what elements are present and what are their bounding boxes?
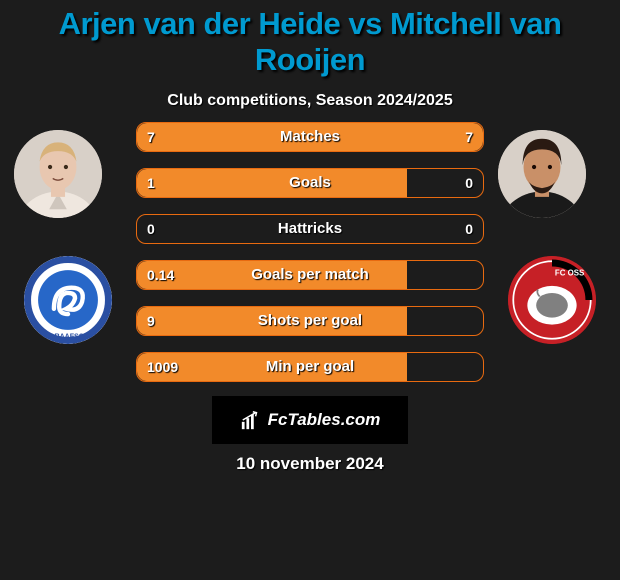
- player-right-avatar-svg: [498, 130, 586, 218]
- club-right-logo: FC OSS: [508, 256, 596, 344]
- stat-label: Goals per match: [137, 261, 483, 289]
- player-right-avatar: [498, 130, 586, 218]
- stat-row: Goals1 0: [136, 168, 484, 198]
- stats-panel: Matches77Goals10Hattricks00Goals per mat…: [136, 122, 484, 398]
- stat-value-left: 0.14: [147, 261, 174, 289]
- svg-text:DE GRAAFSCHAP: DE GRAAFSCHAP: [37, 334, 99, 341]
- player-left-avatar-svg: [14, 130, 102, 218]
- subtitle: Club competitions, Season 2024/2025: [0, 92, 620, 110]
- stat-value-right: 0: [465, 169, 473, 197]
- stat-row: Hattricks0 0: [136, 214, 484, 244]
- stat-row: Matches7 7: [136, 122, 484, 152]
- stat-value-left: 1: [147, 169, 155, 197]
- stat-value-left: 1009: [147, 353, 178, 381]
- branding-icon: [240, 409, 262, 431]
- date-label: 10 november 2024: [0, 454, 620, 474]
- stat-value-left: 9: [147, 307, 155, 335]
- stat-label: Matches: [137, 123, 483, 151]
- svg-text:FC OSS: FC OSS: [555, 268, 584, 277]
- page-title: Arjen van der Heide vs Mitchell van Rooi…: [0, 0, 620, 78]
- stat-value-left: 7: [147, 123, 155, 151]
- player-left-avatar: [14, 130, 102, 218]
- stat-row: Shots per goal9: [136, 306, 484, 336]
- stat-value-left: 0: [147, 215, 155, 243]
- comparison-card: Arjen van der Heide vs Mitchell van Rooi…: [0, 0, 620, 580]
- stat-label: Min per goal: [137, 353, 483, 381]
- club-right-logo-svg: FC OSS: [508, 256, 596, 344]
- stat-label: Shots per goal: [137, 307, 483, 335]
- stat-label: Goals: [137, 169, 483, 197]
- branding-badge: FcTables.com: [212, 396, 408, 444]
- stat-value-right: 7: [465, 123, 473, 151]
- stat-row: Min per goal1009: [136, 352, 484, 382]
- stat-row: Goals per match0.14: [136, 260, 484, 290]
- club-left-logo: DE GRAAFSCHAP: [24, 256, 112, 344]
- branding-text: FcTables.com: [268, 410, 381, 430]
- stat-label: Hattricks: [137, 215, 483, 243]
- stat-value-right: 0: [465, 215, 473, 243]
- club-left-logo-svg: DE GRAAFSCHAP: [24, 256, 112, 344]
